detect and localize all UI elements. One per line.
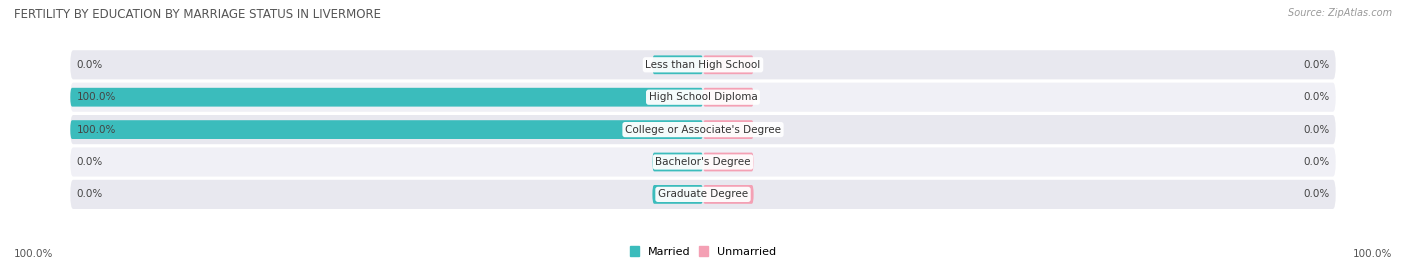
FancyBboxPatch shape bbox=[70, 120, 703, 139]
Text: Bachelor's Degree: Bachelor's Degree bbox=[655, 157, 751, 167]
Text: Graduate Degree: Graduate Degree bbox=[658, 189, 748, 200]
Text: College or Associate's Degree: College or Associate's Degree bbox=[626, 124, 780, 135]
Text: 0.0%: 0.0% bbox=[1303, 157, 1330, 167]
FancyBboxPatch shape bbox=[70, 50, 1336, 79]
FancyBboxPatch shape bbox=[70, 147, 1336, 177]
FancyBboxPatch shape bbox=[703, 55, 754, 74]
FancyBboxPatch shape bbox=[70, 115, 1336, 144]
FancyBboxPatch shape bbox=[652, 55, 703, 74]
Text: 0.0%: 0.0% bbox=[76, 157, 103, 167]
Text: 100.0%: 100.0% bbox=[1353, 249, 1392, 259]
FancyBboxPatch shape bbox=[703, 120, 754, 139]
FancyBboxPatch shape bbox=[70, 83, 1336, 112]
FancyBboxPatch shape bbox=[703, 153, 754, 171]
FancyBboxPatch shape bbox=[70, 88, 703, 107]
Text: High School Diploma: High School Diploma bbox=[648, 92, 758, 102]
Text: Source: ZipAtlas.com: Source: ZipAtlas.com bbox=[1288, 8, 1392, 18]
Text: 0.0%: 0.0% bbox=[76, 60, 103, 70]
Text: 0.0%: 0.0% bbox=[1303, 60, 1330, 70]
Text: 0.0%: 0.0% bbox=[76, 189, 103, 200]
FancyBboxPatch shape bbox=[652, 153, 703, 171]
Legend: Married, Unmarried: Married, Unmarried bbox=[630, 246, 776, 257]
FancyBboxPatch shape bbox=[703, 185, 754, 204]
Text: FERTILITY BY EDUCATION BY MARRIAGE STATUS IN LIVERMORE: FERTILITY BY EDUCATION BY MARRIAGE STATU… bbox=[14, 8, 381, 21]
Text: 0.0%: 0.0% bbox=[1303, 92, 1330, 102]
Text: Less than High School: Less than High School bbox=[645, 60, 761, 70]
FancyBboxPatch shape bbox=[703, 88, 754, 107]
FancyBboxPatch shape bbox=[652, 185, 703, 204]
Text: 100.0%: 100.0% bbox=[76, 124, 117, 135]
Text: 0.0%: 0.0% bbox=[1303, 189, 1330, 200]
Text: 0.0%: 0.0% bbox=[1303, 124, 1330, 135]
Text: 100.0%: 100.0% bbox=[14, 249, 53, 259]
FancyBboxPatch shape bbox=[70, 180, 1336, 209]
Text: 100.0%: 100.0% bbox=[76, 92, 117, 102]
